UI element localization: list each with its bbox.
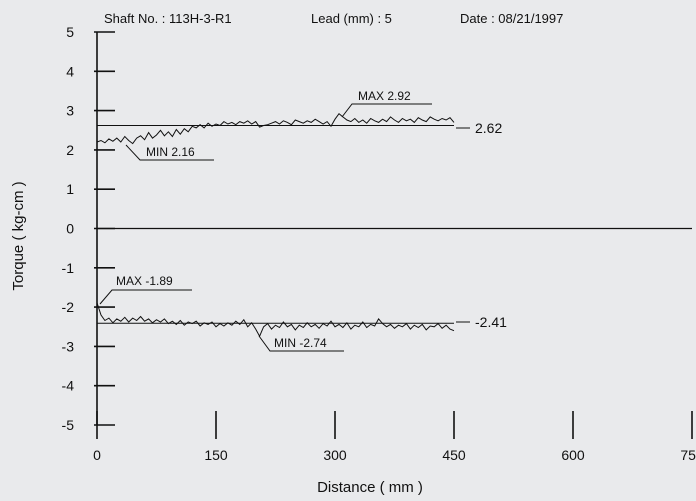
series-line-2 — [96, 302, 455, 338]
y-tick-label: 4 — [66, 63, 74, 79]
min-neg-label: MIN -2.74 — [274, 336, 327, 350]
mean-pos-label: 2.62 — [475, 120, 502, 136]
min-pos-label: MIN 2.16 — [146, 145, 195, 159]
header-lead: Lead (mm) : 5 — [311, 11, 392, 26]
y-tick-label: 1 — [66, 181, 74, 197]
y-tick-label: 0 — [66, 221, 74, 237]
y-tick-label: 3 — [66, 103, 74, 119]
x-tick-label: 0 — [93, 447, 101, 463]
max-neg-leader — [99, 289, 192, 305]
series-layer — [96, 112, 455, 338]
axes: 5 4 3 2 1 0 -1 -2 -3 -4 -5 0 150 300 450 600 750 — [62, 24, 696, 463]
series-line-1 — [96, 112, 455, 145]
header-shaft: Shaft No. : 113H-3-R1 — [104, 11, 232, 26]
y-tick-label: -2 — [62, 299, 75, 315]
x-tick-label: 750 — [680, 447, 696, 463]
y-tick-label: -3 — [62, 338, 75, 354]
x-axis-label: Distance ( mm ) — [317, 479, 423, 496]
y-tick-label: 5 — [66, 24, 74, 40]
x-tick-label: 300 — [323, 447, 347, 463]
max-pos-leader — [341, 103, 432, 118]
max-neg-label: MAX -1.89 — [116, 274, 173, 288]
header-date: Date : 08/21/1997 — [460, 11, 563, 26]
y-axis-label: Torque ( kg-cm ) — [10, 181, 27, 290]
mean-neg-label: -2.41 — [475, 314, 507, 330]
annotations: MAX 2.92 MIN 2.16 2.62 MAX -1.89 MIN -2.… — [99, 89, 507, 352]
min-neg-leader — [258, 335, 344, 352]
x-tick-label: 450 — [442, 447, 466, 463]
y-tick-label: -1 — [62, 260, 75, 276]
y-tick-label: 2 — [66, 142, 74, 158]
y-tick-label: -4 — [62, 378, 75, 394]
x-tick-label: 600 — [561, 447, 585, 463]
max-pos-label: MAX 2.92 — [358, 89, 411, 103]
y-tick-label: -5 — [62, 417, 75, 433]
x-tick-label: 150 — [204, 447, 228, 463]
min-pos-leader — [125, 144, 214, 161]
